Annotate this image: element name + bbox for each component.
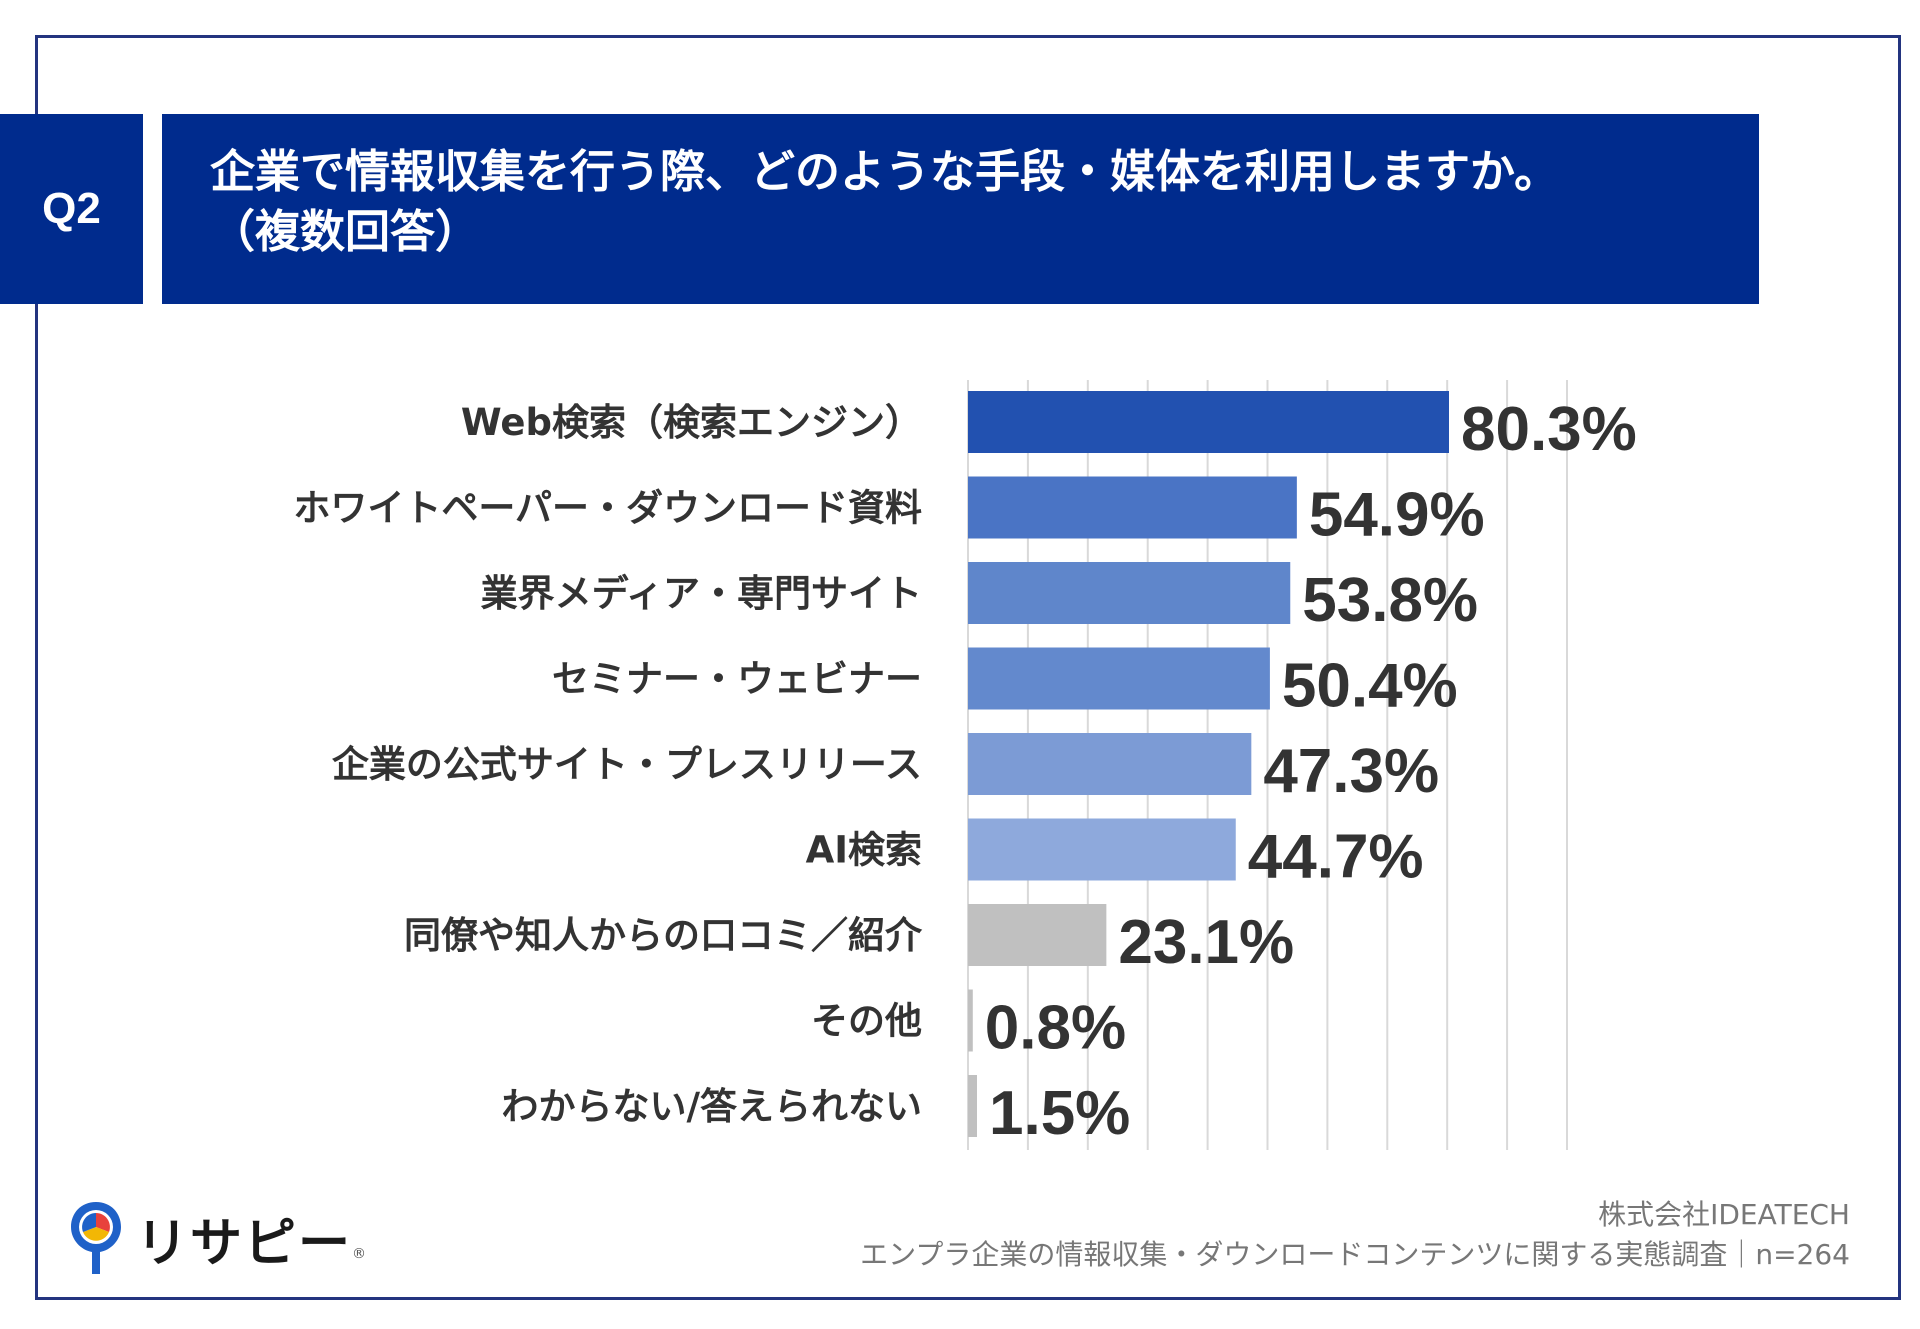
bar	[968, 733, 1252, 795]
chart-frame	[35, 35, 1901, 1300]
question-title-banner: 企業で情報収集を行う際、どのような手段・媒体を利用しますか。 （複数回答）	[162, 114, 1759, 304]
question-title-line2: （複数回答）	[210, 205, 481, 258]
data-label: 47.3%	[1263, 737, 1439, 806]
bar	[968, 391, 1449, 453]
data-label: 54.9%	[1309, 481, 1485, 550]
logo: リサピー ®	[68, 1200, 366, 1276]
data-label: 50.4%	[1282, 652, 1458, 721]
question-number-badge: Q2	[0, 114, 143, 304]
bar	[968, 476, 1297, 539]
bar	[968, 647, 1270, 710]
bar	[968, 1075, 977, 1137]
category-label: セミナー・ウェビナー	[552, 658, 922, 701]
source-note: 株式会社IDEATECH エンプラ企業の情報収集・ダウンロードコンテンツに関する…	[860, 1195, 1850, 1275]
source-company: 株式会社IDEATECH	[1598, 1198, 1850, 1231]
source-survey: エンプラ企業の情報収集・ダウンロードコンテンツに関する実態調査｜n=264	[860, 1238, 1850, 1271]
category-label: Web検索（検索エンジン）	[461, 401, 922, 444]
bar	[968, 904, 1107, 966]
data-label: 44.7%	[1248, 823, 1424, 892]
category-label: 企業の公式サイト・プレスリリース	[332, 743, 922, 786]
bar	[968, 989, 973, 1052]
logo-pin-icon	[71, 1202, 121, 1274]
logo-text: リサピー	[136, 1213, 353, 1274]
data-label: 23.1%	[1118, 908, 1294, 977]
category-label: AI検索	[806, 829, 922, 872]
question-title-line1: 企業で情報収集を行う際、どのような手段・媒体を利用しますか。	[210, 145, 1560, 198]
bar	[968, 818, 1236, 881]
data-label: 0.8%	[985, 994, 1126, 1063]
data-label: 53.8%	[1302, 566, 1478, 635]
bar	[968, 562, 1291, 624]
category-label: 業界メディア・専門サイト	[481, 572, 922, 615]
category-label: ホワイトペーパー・ダウンロード資料	[293, 487, 922, 530]
logo-registered-mark: ®	[352, 1246, 367, 1262]
category-label: その他	[811, 1000, 922, 1043]
data-label: 80.3%	[1461, 395, 1637, 464]
category-label: 同僚や知人からの口コミ／紹介	[404, 914, 923, 957]
data-label: 1.5%	[989, 1079, 1130, 1148]
category-label: わからない/答えられない	[501, 1085, 922, 1128]
